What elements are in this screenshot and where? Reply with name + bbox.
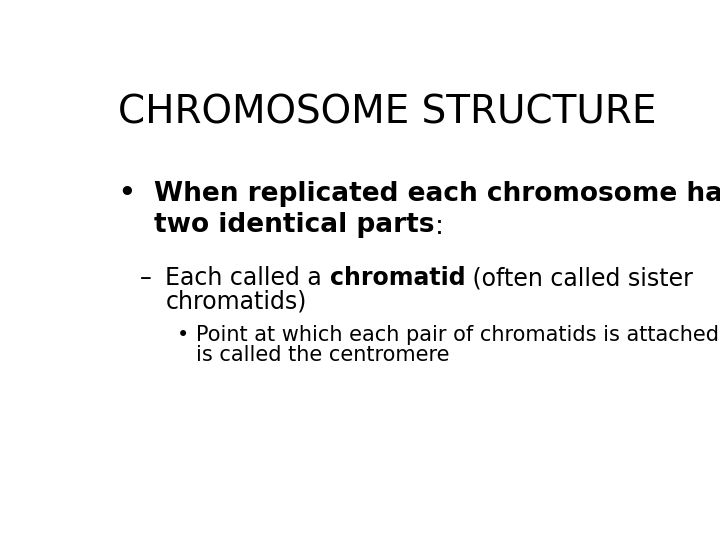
Text: chromatid: chromatid	[330, 266, 465, 291]
Text: When replicated each chromosome has
two identical parts: When replicated each chromosome has two …	[154, 181, 720, 238]
Text: chromatids): chromatids)	[166, 289, 307, 313]
Text: •: •	[118, 181, 135, 207]
Text: CHROMOSOME STRUCTURE: CHROMOSOME STRUCTURE	[118, 94, 657, 132]
Text: •: •	[176, 325, 189, 345]
Text: –: –	[140, 266, 152, 291]
Text: Each called a: Each called a	[166, 266, 330, 291]
Text: is called the centromere: is called the centromere	[196, 346, 449, 366]
Text: :: :	[435, 214, 444, 240]
Text: Point at which each pair of chromatids is attached: Point at which each pair of chromatids i…	[196, 325, 719, 345]
Text: (often called sister: (often called sister	[465, 266, 693, 291]
